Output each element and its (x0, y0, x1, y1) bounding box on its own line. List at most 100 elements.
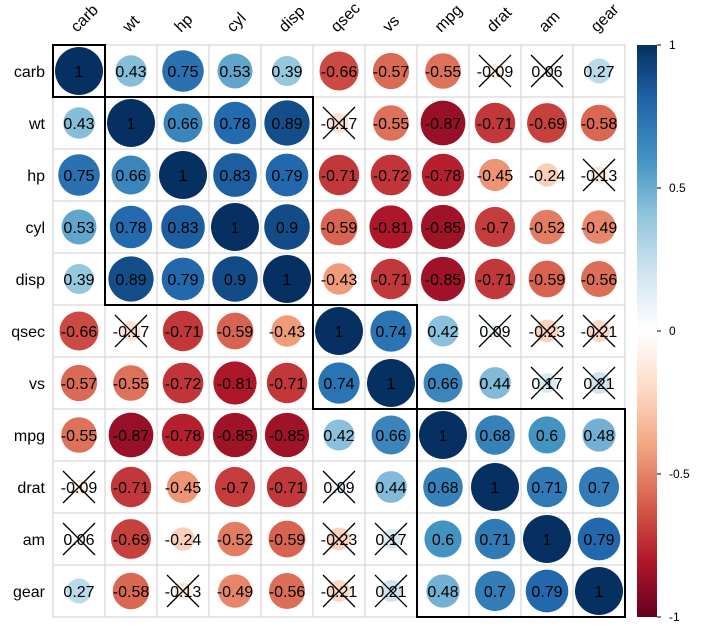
correlation-circle-hp-wt (111, 155, 151, 195)
correlation-label-disp-disp: 1 (283, 272, 292, 289)
insignificant-cross-vs-gear (582, 366, 616, 400)
correlation-label-drat-wt: -0.71 (113, 480, 150, 497)
correlation-circle-mpg-mpg (419, 411, 467, 459)
colorbar-tick-label: -1 (669, 610, 680, 624)
correlation-label-disp-wt: 0.89 (115, 272, 146, 289)
correlation-circle-mpg-am (528, 416, 566, 454)
correlation-circle-vs-carb (60, 364, 98, 402)
correlation-circle-qsec-qsec (315, 307, 363, 355)
correlation-label-am-hp: -0.24 (165, 532, 202, 549)
correlation-circle-vs-vs (367, 359, 415, 407)
correlation-circle-carb-hp (162, 50, 204, 92)
correlation-label-vs-wt: -0.55 (113, 376, 150, 393)
correlation-label-vs-cyl: -0.81 (217, 376, 254, 393)
correlation-circle-disp-mpg (420, 256, 466, 302)
correlation-circle-wt-carb (63, 107, 95, 139)
correlation-label-carb-cyl: 0.53 (219, 64, 250, 81)
correlation-circle-cyl-gear (582, 210, 616, 244)
correlation-circle-cyl-carb (61, 209, 97, 245)
insignificant-cross-carb-drat (478, 54, 512, 88)
correlation-circle-disp-cyl (212, 256, 258, 302)
correlation-circle-drat-wt (110, 466, 152, 508)
correlation-label-mpg-carb: -0.55 (61, 428, 98, 445)
insignificant-cross-carb-am (530, 54, 564, 88)
correlation-circle-mpg-hp (161, 413, 205, 457)
correlation-circle-carb-mpg (425, 53, 461, 89)
correlation-circle-am-gear (577, 517, 621, 561)
correlation-circle-wt-cyl (213, 101, 257, 145)
correlation-label-drat-disp: -0.71 (269, 480, 306, 497)
correlation-label-gear-carb: 0.27 (63, 584, 94, 601)
colorbar-gradient (637, 45, 657, 617)
correlation-circle-carb-qsec (319, 51, 359, 91)
insignificant-cross-gear-qsec (322, 574, 356, 608)
correlation-circle-mpg-cyl (212, 412, 258, 458)
correlation-label-drat-hp: -0.45 (165, 480, 202, 497)
correlation-label-vs-gear: 0.21 (583, 376, 614, 393)
insignificant-cross-qsec-gear (582, 314, 616, 348)
insignificant-cross-am-qsec (322, 522, 356, 556)
correlation-circle-hp-hp (159, 151, 207, 199)
correlation-circle-am-wt (111, 519, 151, 559)
correlation-label-vs-hp: -0.72 (165, 376, 202, 393)
correlation-label-qsec-qsec: 1 (335, 324, 344, 341)
correlation-circle-drat-cyl (214, 466, 256, 508)
correlation-label-carb-hp: 0.75 (167, 64, 198, 81)
correlation-label-qsec-gear: -0.21 (581, 324, 618, 341)
column-label-drat: drat (484, 4, 516, 36)
correlation-label-mpg-cyl: -0.85 (217, 428, 254, 445)
correlation-label-cyl-hp: 0.83 (167, 220, 198, 237)
row-label-drat: drat (17, 480, 45, 497)
correlation-circle-carb-wt (115, 55, 147, 87)
correlation-circle-wt-drat (474, 102, 516, 144)
circle-layer (55, 47, 623, 615)
correlation-circle-disp-gear (581, 261, 617, 297)
correlation-circle-qsec-mpg (427, 315, 459, 347)
correlation-label-cyl-wt: 0.78 (115, 220, 146, 237)
correlation-label-drat-carb: -0.09 (61, 480, 98, 497)
column-label-vs: vs (380, 12, 403, 35)
correlation-circle-vs-mpg (423, 363, 463, 403)
correlation-label-disp-mpg: -0.85 (425, 272, 462, 289)
correlation-circle-gear-carb (66, 578, 92, 604)
correlation-circle-drat-gear (578, 466, 620, 508)
correlation-label-gear-vs: 0.21 (375, 584, 406, 601)
correlation-label-hp-wt: 0.66 (115, 168, 146, 185)
correlation-circle-vs-qsec (318, 362, 360, 404)
insignificant-cross-gear-hp (166, 574, 200, 608)
row-label-vs: vs (29, 376, 45, 393)
correlation-label-cyl-carb: 0.53 (63, 220, 94, 237)
correlation-label-wt-mpg: -0.87 (425, 116, 462, 133)
colorbar-tick-label: -0.5 (669, 467, 690, 481)
correlation-circle-am-disp (268, 520, 306, 558)
correlation-label-gear-wt: -0.58 (113, 584, 150, 601)
correlation-label-disp-carb: 0.39 (63, 272, 94, 289)
row-label-disp: disp (16, 272, 45, 289)
correlation-circle-vs-drat (479, 367, 511, 399)
correlation-circle-carb-carb (55, 47, 103, 95)
colorbar-tick-label: 0.5 (669, 181, 686, 195)
correlation-label-gear-drat: 0.7 (484, 584, 506, 601)
correlation-circle-drat-vs (375, 471, 407, 503)
correlation-circle-hp-qsec (318, 154, 360, 196)
correlation-label-wt-hp: 0.66 (167, 116, 198, 133)
correlation-circle-cyl-drat (474, 206, 516, 248)
correlation-label-carb-drat: -0.09 (477, 64, 514, 81)
correlation-label-hp-vs: -0.72 (373, 168, 410, 185)
correlation-circle-mpg-gear (582, 418, 616, 452)
row-label-hp: hp (27, 168, 45, 185)
correlation-circle-hp-carb (58, 154, 100, 196)
correlation-label-wt-carb: 0.43 (63, 116, 94, 133)
correlation-circle-hp-cyl (213, 153, 257, 197)
correlation-label-cyl-disp: 0.9 (276, 220, 298, 237)
correlation-label-drat-am: 0.71 (531, 480, 562, 497)
correlation-circle-disp-qsec (323, 263, 355, 295)
correlation-label-carb-mpg: -0.55 (425, 64, 462, 81)
insignificant-cross-am-carb (62, 522, 96, 556)
correlation-label-am-disp: -0.59 (269, 532, 306, 549)
row-label-carb: carb (14, 64, 45, 81)
correlation-circle-cyl-hp (161, 205, 205, 249)
insignificant-cross-vs-am (530, 366, 564, 400)
correlation-label-vs-qsec: 0.74 (323, 376, 354, 393)
correlation-circle-qsec-carb (59, 311, 99, 351)
